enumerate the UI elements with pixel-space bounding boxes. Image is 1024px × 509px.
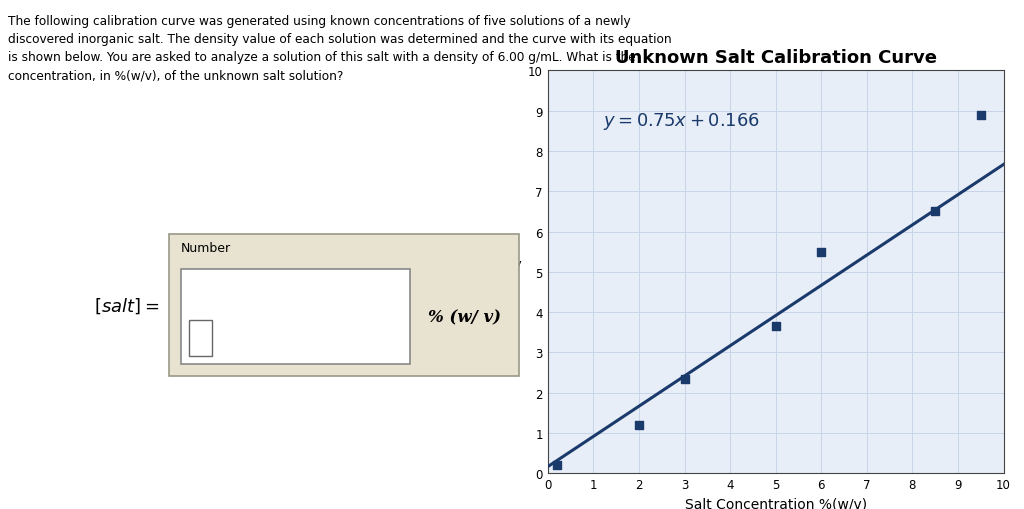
Point — [768, 323, 784, 331]
Point — [927, 208, 943, 216]
Point — [549, 461, 565, 469]
X-axis label: Salt Concentration %(w/v): Salt Concentration %(w/v) — [685, 497, 866, 509]
Point — [677, 375, 693, 383]
Text: % (w/ v): % (w/ v) — [428, 308, 501, 325]
Point — [631, 421, 647, 429]
Text: $y = 0.75x + 0.166$: $y = 0.75x + 0.166$ — [602, 110, 760, 131]
Text: The following calibration curve was generated using known concentrations of five: The following calibration curve was gene… — [8, 15, 672, 82]
Point — [973, 111, 989, 120]
Y-axis label: Density
(g/mL): Density (g/mL) — [470, 257, 522, 288]
Title: Unknown Salt Calibration Curve: Unknown Salt Calibration Curve — [614, 49, 937, 67]
Text: Number: Number — [181, 242, 231, 254]
Point — [813, 248, 829, 256]
Text: $\left[salt\right] =$: $\left[salt\right] =$ — [93, 296, 159, 315]
